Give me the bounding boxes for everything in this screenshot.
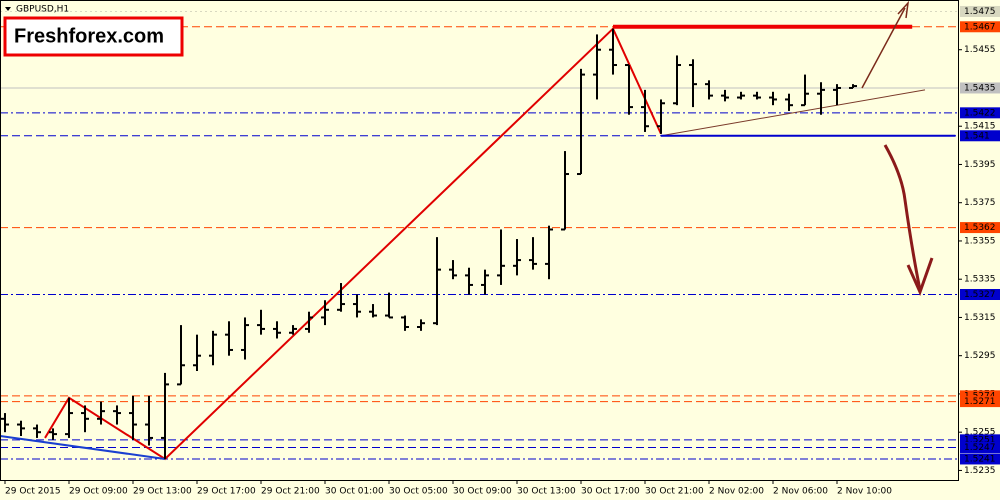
plot-area [0,10,958,461]
x-tick-label: 29 Oct 2015 [5,487,61,497]
level-label-box [960,5,1000,17]
y-tick-label: 1.5335 [964,275,996,285]
logo: Freshforex.com [14,25,164,47]
y-tick-label: 1.5415 [964,122,996,132]
trend-line [660,89,926,137]
x-tick-label: 30 Oct 01:00 [325,487,384,497]
arrow-down [883,144,922,291]
chart-title: GBPUSD,H1 [16,5,69,15]
level-label: 1.5251 [964,435,996,445]
level-label-box [960,434,1000,446]
level-label: 1.5435 [964,83,996,93]
x-tick-label: 29 Oct 13:00 [133,487,192,497]
y-tick-label: 1.5255 [964,428,996,438]
level-label-box [960,82,1000,94]
y-tick-label: 1.5455 [964,45,996,55]
level-label-box [960,222,1000,234]
level-label-box [960,441,1000,453]
level-label-box [960,390,1000,402]
level-label-box [960,396,1000,408]
x-tick-label: 29 Oct 17:00 [197,487,256,497]
level-label-box [960,453,1000,465]
level-label: 1.5327 [964,290,996,300]
arrow-head [897,0,910,19]
y-tick-label: 1.5315 [964,313,996,323]
level-label: 1.5362 [964,223,996,233]
y-tick-label: 1.5355 [964,236,996,246]
level-label-box [960,130,1000,142]
y-tick-label: 1.5375 [964,198,996,208]
x-tick-label: 30 Oct 21:00 [645,487,704,497]
x-tick-label: 30 Oct 17:00 [581,487,640,497]
x-tick-label: 29 Oct 09:00 [69,487,128,497]
x-tick-label: 29 Oct 21:00 [261,487,320,497]
level-label-box [960,107,1000,119]
level-label-box [960,21,1000,33]
x-tick-label: 2 Nov 02:00 [709,487,764,497]
level-label: 1.5475 [964,7,996,17]
x-tick-label: 2 Nov 10:00 [837,487,892,497]
logo-box [3,16,184,57]
arrow-head [906,257,934,297]
x-tick-label: 30 Oct 05:00 [389,487,448,497]
trend-line [0,435,166,460]
x-tick-label: 2 Nov 06:00 [773,487,828,497]
level-label: 1.5422 [964,108,996,118]
y-tick-label: 1.5235 [964,466,996,476]
menu-icon [5,7,11,11]
y-tick-label: 1.5395 [964,160,996,170]
x-tick-label: 30 Oct 09:00 [453,487,512,497]
level-label: 1.5271 [964,397,996,407]
level-label: 1.5467 [964,22,996,32]
y-tick-label: 1.5295 [964,351,996,361]
level-label: 1.5247 [964,443,996,453]
level-label: 1.5241 [964,454,996,464]
x-tick-label: 30 Oct 13:00 [517,487,576,497]
level-label-box [960,289,1000,301]
arrow-up [861,7,906,89]
level-label: 1.541 [964,131,990,141]
